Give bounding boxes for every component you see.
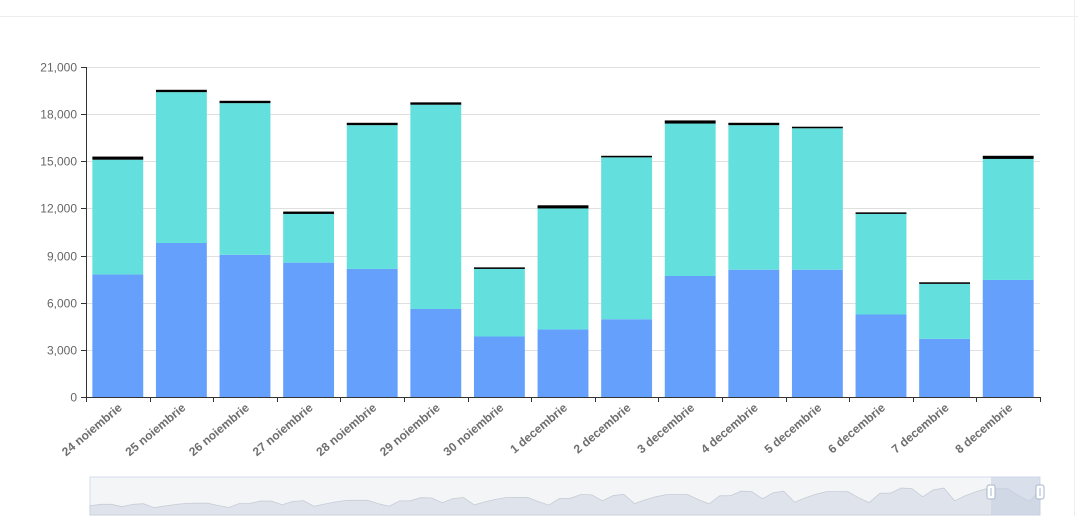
y-tick-label: 0	[70, 391, 77, 405]
bar-segment-series-2[interactable]	[410, 104, 462, 310]
x-tick-label: 28 noiembrie	[313, 400, 379, 459]
bar-segment-series-1[interactable]	[410, 309, 462, 397]
bar-segment-series-3[interactable]	[155, 89, 207, 93]
bar-segment-series-3[interactable]	[283, 211, 335, 214]
bar-segment-series-2[interactable]	[791, 128, 843, 270]
bar-segment-series-3[interactable]	[537, 205, 589, 209]
bar-segment-series-1[interactable]	[537, 329, 589, 397]
bar-series	[92, 89, 1034, 398]
bar-segment-series-3[interactable]	[219, 100, 271, 104]
x-tick-label: 6 decembrie	[825, 400, 888, 456]
bar-segment-series-1[interactable]	[664, 276, 716, 397]
x-tick-label: 29 noiembrie	[377, 400, 443, 459]
bar-segment-series-3[interactable]	[92, 156, 144, 160]
y-tick-label: 9,000	[47, 250, 77, 264]
bar-segment-series-3[interactable]	[410, 102, 462, 105]
bar-segment-series-3[interactable]	[473, 267, 525, 269]
zoom-slider-preview-area	[89, 487, 1041, 516]
bar-segment-series-2[interactable]	[919, 283, 971, 339]
x-tick-label: 30 noiembrie	[441, 400, 507, 459]
bar-segment-series-3[interactable]	[346, 122, 398, 126]
bar-segment-series-2[interactable]	[537, 208, 589, 330]
bar-segment-series-3[interactable]	[728, 122, 780, 126]
bar-segment-series-3[interactable]	[601, 155, 653, 158]
x-tick-label: 8 decembrie	[952, 400, 1015, 456]
y-tick-label: 3,000	[47, 344, 77, 358]
bar-segment-series-3[interactable]	[791, 126, 843, 129]
x-tick-label: 2 decembrie	[571, 400, 634, 456]
bar-segment-series-2[interactable]	[283, 213, 335, 263]
bar-segment-series-1[interactable]	[982, 279, 1034, 397]
data-zoom-slider[interactable]	[89, 476, 1045, 516]
bar-segment-series-1[interactable]	[92, 274, 144, 397]
bar-segment-series-1[interactable]	[473, 336, 525, 398]
bar-segment-series-1[interactable]	[283, 262, 335, 397]
bar-segment-series-2[interactable]	[92, 159, 144, 275]
x-tick-label: 1 decembrie	[507, 400, 570, 456]
y-tick-label: 18,000	[40, 108, 77, 122]
x-tick-label: 5 decembrie	[762, 400, 825, 456]
bar-segment-series-3[interactable]	[982, 155, 1034, 159]
bar-segment-series-1[interactable]	[919, 338, 971, 397]
x-tick-label: 27 noiembrie	[250, 400, 316, 459]
bar-segment-series-1[interactable]	[346, 268, 398, 397]
bar-segment-series-1[interactable]	[855, 314, 907, 398]
bar-segment-series-1[interactable]	[155, 243, 207, 397]
x-tick-label: 24 noiembrie	[59, 400, 125, 459]
right-divider	[1074, 0, 1075, 516]
y-tick-label: 21,000	[40, 61, 77, 75]
x-tick-label: 3 decembrie	[634, 400, 697, 456]
bar-segment-series-3[interactable]	[664, 120, 716, 124]
y-tick-label: 6,000	[47, 297, 77, 311]
x-tick-label: 4 decembrie	[698, 400, 761, 456]
x-tick-label: 26 noiembrie	[186, 400, 252, 459]
bar-segment-series-2[interactable]	[601, 157, 653, 320]
top-divider	[0, 16, 1078, 17]
bar-segment-series-3[interactable]	[855, 212, 907, 214]
zoom-slider-window[interactable]	[991, 477, 1040, 515]
x-tick-label: 25 noiembrie	[123, 400, 189, 459]
bar-segment-series-1[interactable]	[219, 254, 271, 397]
bar-segment-series-2[interactable]	[982, 158, 1034, 280]
bar-segment-series-3[interactable]	[919, 282, 971, 284]
x-tick-label: 7 decembrie	[889, 400, 952, 456]
bar-segment-series-2[interactable]	[728, 125, 780, 270]
bar-segment-series-2[interactable]	[473, 268, 525, 337]
bar-segment-series-1[interactable]	[728, 269, 780, 397]
bar-segment-series-2[interactable]	[855, 213, 907, 315]
bar-segment-series-1[interactable]	[791, 269, 843, 397]
bar-segment-series-2[interactable]	[219, 103, 271, 255]
bar-segment-series-2[interactable]	[346, 125, 398, 269]
bar-segment-series-2[interactable]	[155, 92, 207, 243]
y-tick-label: 15,000	[40, 155, 77, 169]
axes	[81, 67, 1041, 402]
bar-segment-series-1[interactable]	[601, 319, 653, 397]
y-tick-label: 12,000	[40, 202, 77, 216]
bar-segment-series-2[interactable]	[664, 123, 716, 276]
